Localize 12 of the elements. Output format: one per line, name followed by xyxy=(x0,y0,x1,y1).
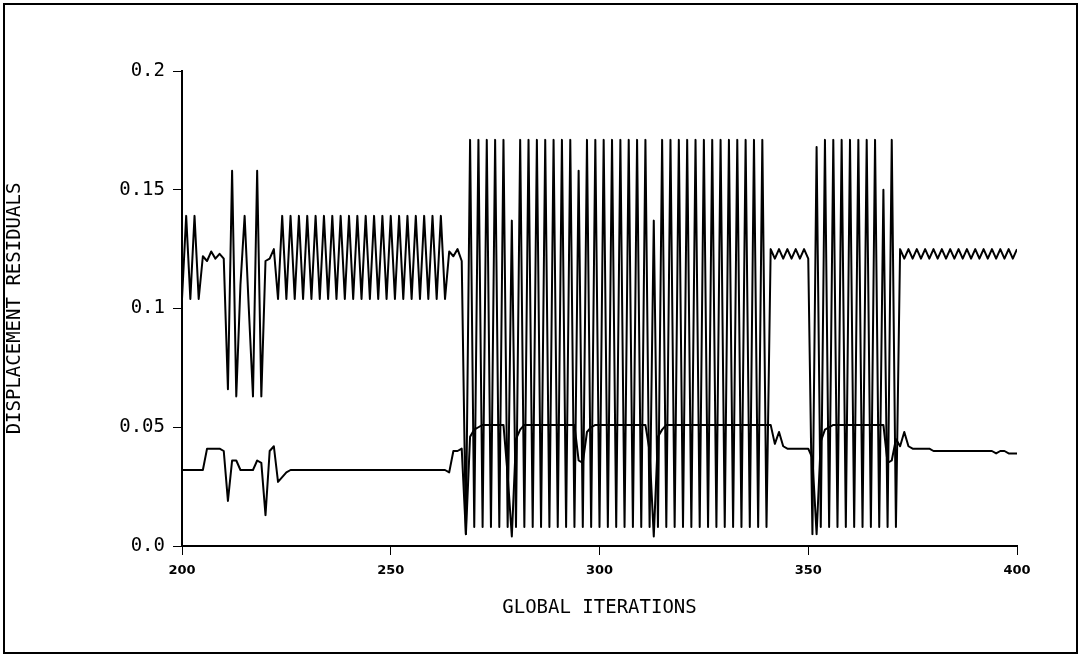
y-tick-label: 0.05 xyxy=(119,414,165,437)
x-tick-label: 300 xyxy=(585,562,614,578)
y-axis-title: DISPLACEMENT RESIDUALS xyxy=(2,182,25,435)
y-tick-label: 0.15 xyxy=(119,176,165,199)
y-tick-label: 0.2 xyxy=(130,57,165,80)
x-tick-label: 250 xyxy=(377,562,405,578)
y-tick-label: 0.1 xyxy=(130,295,165,318)
y-tick-label: 0.0 xyxy=(130,532,165,555)
x-axis-title: GLOBAL ITERATIONS xyxy=(502,594,697,617)
x-tick-label: 400 xyxy=(1003,562,1031,578)
x-tick-label: 200 xyxy=(168,562,196,578)
x-tick-label: 350 xyxy=(794,562,822,578)
